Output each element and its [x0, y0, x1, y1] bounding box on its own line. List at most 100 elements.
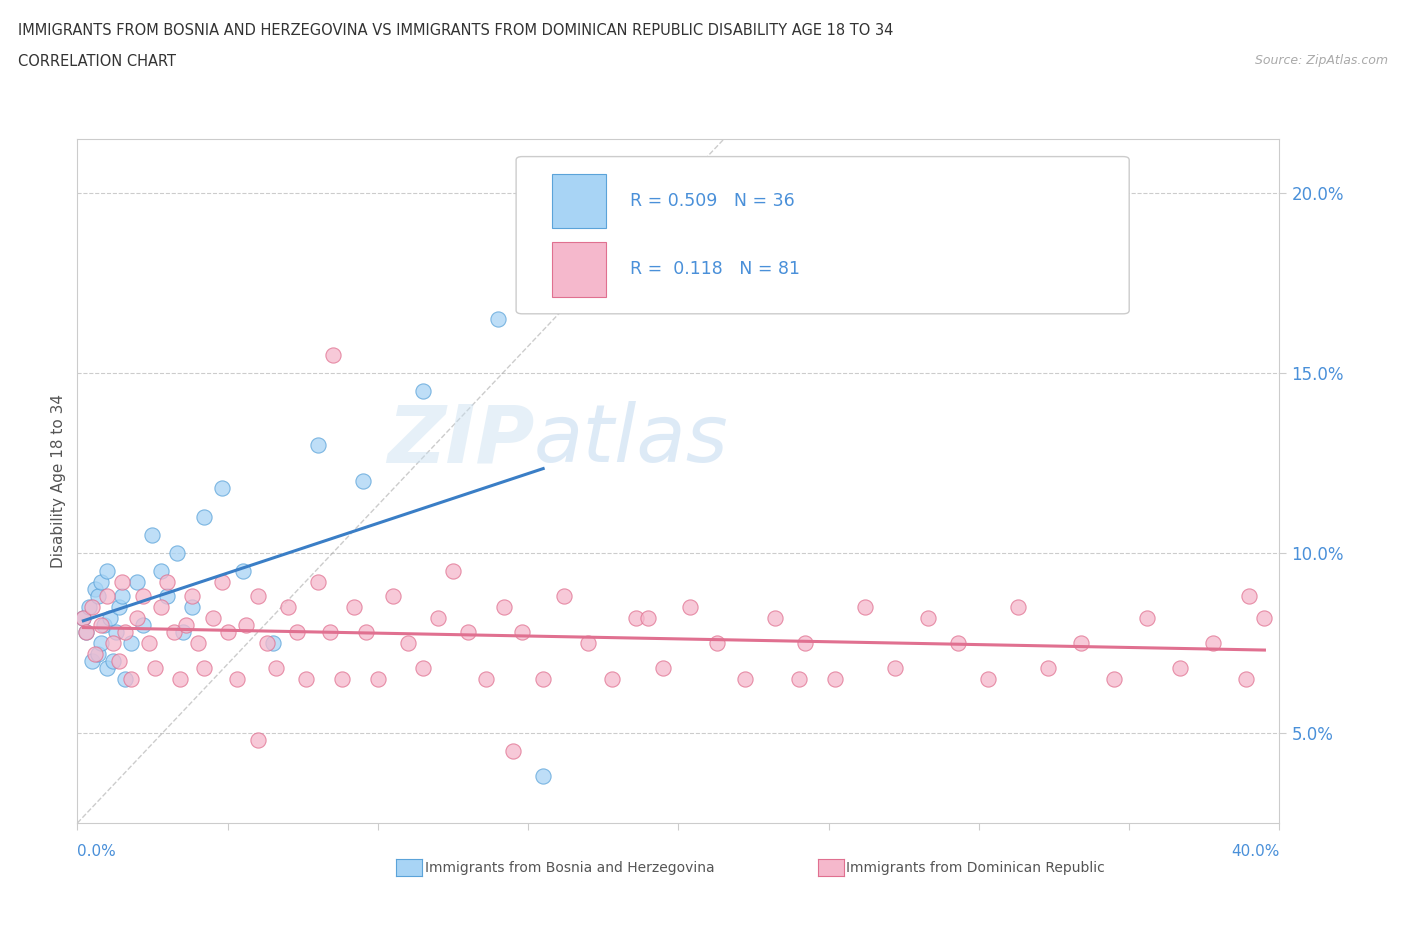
- Point: [307, 438, 329, 453]
- Point: [103, 636, 125, 651]
- Point: [72, 611, 94, 626]
- Point: [180, 600, 202, 615]
- Point: [150, 600, 173, 615]
- Point: [510, 625, 533, 640]
- Point: [93, 618, 115, 632]
- Point: [174, 618, 197, 632]
- Point: [75, 625, 97, 640]
- Point: [211, 575, 233, 590]
- Point: [787, 671, 810, 686]
- Point: [132, 618, 155, 632]
- Point: [120, 671, 142, 686]
- Point: [1234, 671, 1257, 686]
- Point: [793, 636, 815, 651]
- Point: [1136, 611, 1159, 626]
- Text: 0.0%: 0.0%: [77, 844, 117, 858]
- Point: [1070, 636, 1092, 651]
- Point: [1102, 671, 1125, 686]
- Point: [96, 564, 118, 578]
- Point: [172, 625, 194, 640]
- Point: [186, 636, 209, 651]
- Point: [294, 671, 316, 686]
- Point: [354, 625, 377, 640]
- Point: [105, 625, 128, 640]
- Point: [652, 661, 675, 676]
- Point: [277, 600, 299, 615]
- Point: [138, 636, 160, 651]
- Point: [156, 575, 179, 590]
- Point: [824, 671, 846, 686]
- Point: [946, 636, 969, 651]
- Point: [90, 575, 112, 590]
- Point: [180, 589, 202, 604]
- Point: [264, 661, 287, 676]
- Point: [82, 600, 104, 615]
- Point: [217, 625, 239, 640]
- Point: [576, 636, 599, 651]
- Point: [96, 589, 118, 604]
- Point: [307, 575, 329, 590]
- Point: [626, 611, 648, 626]
- Point: [494, 600, 516, 615]
- Point: [150, 564, 173, 578]
- Point: [193, 661, 215, 676]
- Point: [84, 582, 107, 597]
- Point: [531, 769, 554, 784]
- Point: [343, 600, 366, 615]
- Point: [322, 348, 344, 363]
- Point: [108, 654, 131, 669]
- Point: [285, 625, 308, 640]
- Point: [87, 646, 110, 661]
- FancyBboxPatch shape: [553, 242, 606, 297]
- FancyBboxPatch shape: [553, 174, 606, 229]
- Point: [600, 671, 623, 686]
- Text: CORRELATION CHART: CORRELATION CHART: [18, 54, 176, 69]
- Text: atlas: atlas: [534, 401, 728, 479]
- Point: [169, 671, 191, 686]
- Point: [412, 661, 434, 676]
- Point: [87, 589, 110, 604]
- Point: [225, 671, 247, 686]
- Point: [1036, 661, 1059, 676]
- Point: [72, 611, 94, 626]
- Point: [412, 384, 434, 399]
- Text: Immigrants from Dominican Republic: Immigrants from Dominican Republic: [846, 860, 1105, 875]
- Point: [79, 600, 101, 615]
- Point: [1007, 600, 1029, 615]
- Point: [763, 611, 786, 626]
- Point: [232, 564, 254, 578]
- Point: [734, 671, 756, 686]
- Text: R =  0.118   N = 81: R = 0.118 N = 81: [630, 260, 800, 278]
- FancyBboxPatch shape: [516, 156, 1129, 313]
- Point: [96, 661, 118, 676]
- Point: [246, 589, 269, 604]
- Point: [706, 636, 728, 651]
- Point: [352, 474, 374, 489]
- Point: [114, 625, 136, 640]
- Point: [917, 611, 939, 626]
- Point: [457, 625, 479, 640]
- Point: [853, 600, 876, 615]
- Point: [553, 589, 575, 604]
- Point: [114, 671, 136, 686]
- Point: [427, 611, 450, 626]
- Point: [367, 671, 389, 686]
- Point: [111, 575, 134, 590]
- Point: [103, 654, 125, 669]
- Point: [1253, 611, 1275, 626]
- Point: [531, 671, 554, 686]
- Point: [120, 636, 142, 651]
- Text: R = 0.509   N = 36: R = 0.509 N = 36: [630, 192, 794, 210]
- Point: [235, 618, 257, 632]
- Point: [75, 625, 97, 640]
- Point: [1168, 661, 1191, 676]
- Text: ZIP: ZIP: [387, 401, 534, 479]
- Text: IMMIGRANTS FROM BOSNIA AND HERZEGOVINA VS IMMIGRANTS FROM DOMINICAN REPUBLIC DIS: IMMIGRANTS FROM BOSNIA AND HERZEGOVINA V…: [18, 23, 894, 38]
- Point: [1239, 589, 1261, 604]
- Point: [246, 733, 269, 748]
- Point: [193, 510, 215, 525]
- Point: [381, 589, 404, 604]
- Point: [486, 312, 509, 326]
- Point: [84, 646, 107, 661]
- Point: [475, 671, 498, 686]
